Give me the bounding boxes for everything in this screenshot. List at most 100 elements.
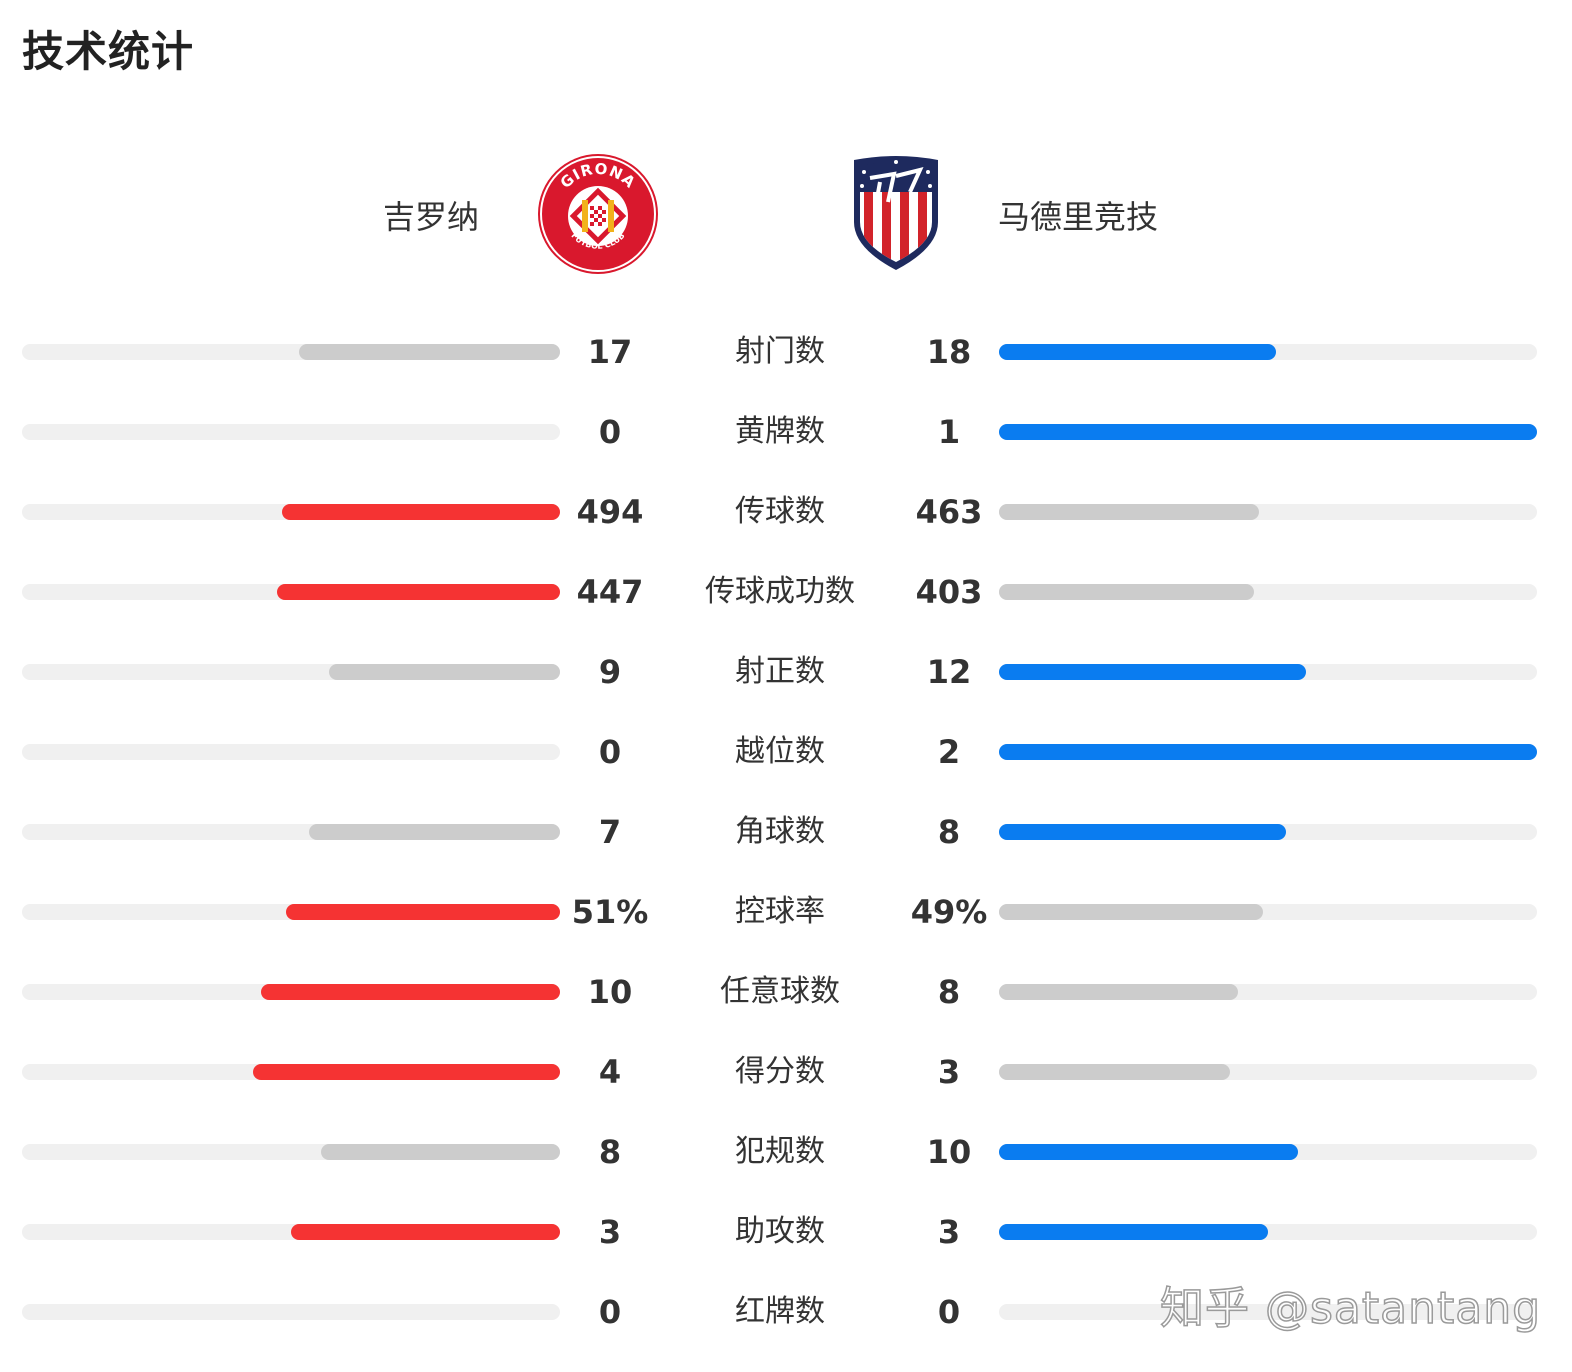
home-bar-fill: [282, 504, 560, 520]
away-bar-fill: [999, 344, 1277, 360]
page-title: 技术统计: [22, 27, 195, 76]
stat-row: 9 射正数 12: [0, 632, 1572, 712]
home-bar-track: [22, 1064, 560, 1080]
away-bar-track: [999, 1304, 1537, 1320]
stat-label: 红牌数: [735, 1294, 825, 1329]
home-value: 7: [598, 813, 622, 851]
away-bar-track: [999, 1144, 1537, 1160]
stat-row: 447 传球成功数 403: [0, 552, 1572, 632]
home-team-name[interactable]: 吉罗纳: [383, 198, 480, 236]
away-value: 0: [937, 1293, 961, 1331]
home-bar-track: [22, 744, 560, 760]
home-bar-fill: [321, 1144, 560, 1160]
away-bar-fill: [999, 1224, 1268, 1240]
stat-label: 越位数: [735, 734, 825, 769]
home-value: 0: [598, 413, 622, 451]
stat-label: 得分数: [735, 1054, 825, 1089]
stat-row: 10 任意球数 8: [0, 952, 1572, 1032]
home-value: 17: [587, 333, 633, 371]
stat-row: 4 得分数 3: [0, 1032, 1572, 1112]
away-value: 403: [915, 573, 983, 611]
home-value: 447: [576, 573, 644, 611]
stat-label: 任意球数: [720, 974, 840, 1009]
stat-row: 8 犯规数 10: [0, 1112, 1572, 1192]
stat-row: 51% 控球率 49%: [0, 872, 1572, 952]
home-bar-fill: [277, 584, 560, 600]
away-value: 463: [915, 493, 983, 531]
home-bar-track: [22, 824, 560, 840]
home-bar-track: [22, 984, 560, 1000]
stat-label: 射正数: [735, 654, 825, 689]
away-bar-track: [999, 824, 1537, 840]
away-bar-track: [999, 344, 1537, 360]
away-bar-track: [999, 984, 1537, 1000]
stat-label: 传球数: [735, 494, 825, 529]
away-bar-fill: [999, 744, 1537, 760]
away-value: 3: [937, 1213, 961, 1251]
stat-label: 传球成功数: [705, 574, 855, 609]
away-value: 10: [926, 1133, 972, 1171]
away-bar-fill: [999, 504, 1260, 520]
home-bar-fill: [260, 984, 560, 1000]
away-bar-track: [999, 1064, 1537, 1080]
away-bar-fill: [999, 424, 1537, 440]
stat-row: 0 越位数 2: [0, 712, 1572, 792]
watermark: 知乎 @satantang: [1159, 1282, 1542, 1335]
home-value: 8: [598, 1133, 622, 1171]
away-team-name[interactable]: 马德里竞技: [998, 198, 1159, 236]
away-value: 49%: [910, 893, 988, 931]
home-bar-fill: [329, 664, 560, 680]
home-bar-fill: [291, 1224, 560, 1240]
home-bar-track: [22, 1224, 560, 1240]
home-bar-track: [22, 504, 560, 520]
stat-label: 控球率: [735, 894, 825, 929]
home-bar-track: [22, 584, 560, 600]
away-bar-fill: [999, 584, 1254, 600]
away-bar-fill: [999, 1064, 1230, 1080]
stat-row: 0 黄牌数 1: [0, 392, 1572, 472]
home-value: 0: [598, 1293, 622, 1331]
away-value: 2: [937, 733, 961, 771]
away-bar-fill: [999, 904, 1263, 920]
away-bar-fill: [999, 824, 1286, 840]
home-bar-track: [22, 904, 560, 920]
away-bar-track: [999, 424, 1537, 440]
away-bar-track: [999, 1224, 1537, 1240]
stat-row: 7 角球数 8: [0, 792, 1572, 872]
away-value: 8: [937, 813, 961, 851]
home-bar-fill: [285, 904, 560, 920]
away-value: 18: [926, 333, 972, 371]
home-value: 51%: [571, 893, 649, 931]
stat-row: 494 传球数 463: [0, 472, 1572, 552]
home-bar-track: [22, 424, 560, 440]
away-bar-track: [999, 744, 1537, 760]
away-value: 1: [937, 413, 961, 451]
girona-crest-icon[interactable]: GIRONA FUTBOL CLUB: [536, 152, 660, 276]
away-bar-track: [999, 504, 1537, 520]
away-value: 3: [937, 1053, 961, 1091]
stat-row: 17 射门数 18: [0, 312, 1572, 392]
away-bar-track: [999, 584, 1537, 600]
stat-label: 黄牌数: [735, 414, 825, 449]
stats-list: 17 射门数 18 0 黄牌数 1 494 传球数 463 447 传球成功数 …: [0, 312, 1572, 1352]
atletico-madrid-crest-icon[interactable]: [850, 152, 942, 272]
away-bar-track: [999, 664, 1537, 680]
home-bar-fill: [299, 344, 560, 360]
home-value: 9: [598, 653, 622, 691]
away-bar-track: [999, 904, 1537, 920]
stat-row: 0 红牌数 0: [0, 1272, 1572, 1352]
home-value: 3: [598, 1213, 622, 1251]
home-value: 4: [598, 1053, 622, 1091]
away-bar-fill: [999, 664, 1307, 680]
home-bar-fill: [252, 1064, 560, 1080]
stat-label: 犯规数: [735, 1134, 825, 1169]
home-value: 494: [576, 493, 644, 531]
home-bar-track: [22, 1304, 560, 1320]
home-bar-track: [22, 1144, 560, 1160]
away-value: 12: [926, 653, 972, 691]
away-bar-fill: [999, 1144, 1299, 1160]
away-value: 8: [937, 973, 961, 1011]
stat-label: 射门数: [735, 334, 825, 369]
stat-label: 助攻数: [735, 1214, 825, 1249]
home-value: 0: [598, 733, 622, 771]
